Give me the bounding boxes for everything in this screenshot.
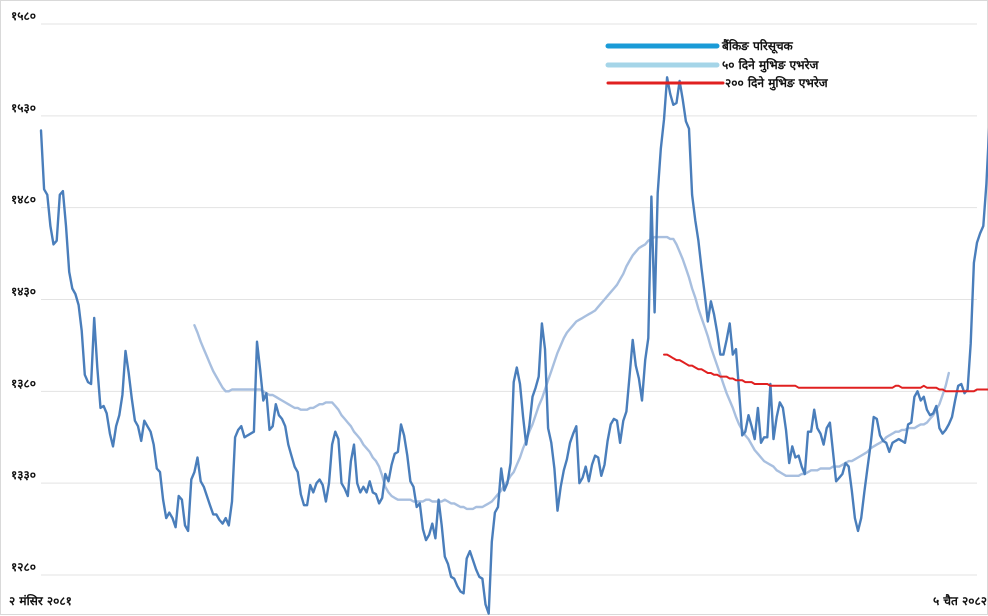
- y-tick-label: १५३०: [11, 101, 36, 115]
- y-tick-label: १४८०: [11, 193, 36, 207]
- legend: बैंकिङ परिसूचक ५० दिने मुभिङ एभरेज २०० द…: [605, 39, 829, 91]
- y-tick-label: १५८०: [11, 9, 36, 23]
- y-tick-label: १३३०: [11, 468, 36, 482]
- y-axis-tick-labels: १२८० १३३० १३८० १४३० १४८० १५३० १५८०: [11, 9, 36, 574]
- legend-item-banking-index: बैंकिङ परिसूचक: [605, 39, 794, 54]
- legend-item-50-day-ma: ५० दिने मुभिङ एभरेज: [605, 58, 819, 73]
- y-tick-label: १४३०: [11, 285, 36, 299]
- x-start-label: २ मंसिर २०८१: [9, 594, 72, 608]
- grid-lines: [41, 23, 977, 576]
- series-lines: [39, 76, 988, 615]
- y-tick-label: १२८०: [11, 560, 36, 574]
- series-line-200-day-ma: [663, 353, 988, 393]
- y-tick-label: १३८०: [11, 376, 36, 390]
- legend-label-50-day-ma: ५० दिने मुभिङ एभरेज: [722, 58, 819, 73]
- series-line-banking-index: [39, 76, 988, 615]
- x-end-label: ५ चैत २०८२: [933, 594, 987, 608]
- legend-label-200-day-ma: २०० दिने मुभिङ एभरेज: [725, 76, 829, 91]
- series-line-50-day-ma: [193, 235, 950, 511]
- legend-item-200-day-ma: २०० दिने मुभिङ एभरेज: [606, 76, 829, 91]
- legend-label-banking-index: बैंकिङ परिसूचक: [721, 39, 794, 54]
